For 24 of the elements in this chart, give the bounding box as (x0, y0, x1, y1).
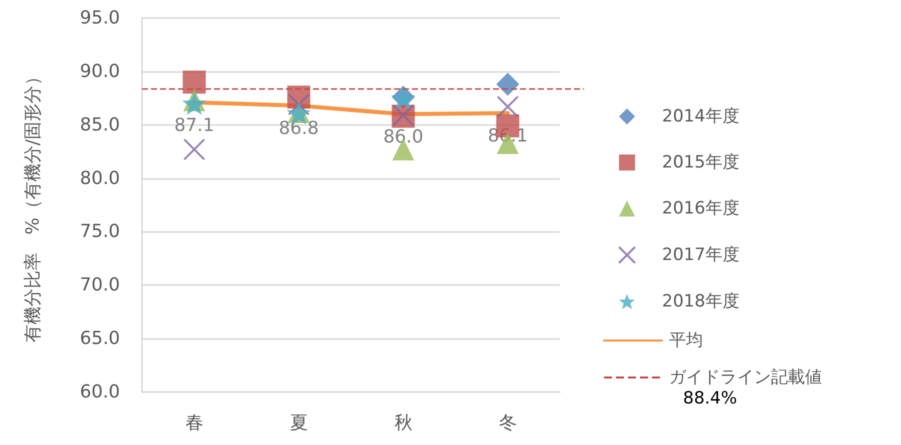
legend-label: 2018年度 (662, 292, 740, 312)
legend-label: 平均 (669, 330, 703, 350)
x-tick-label: 春 (185, 412, 204, 434)
x-tick-label: 秋 (394, 412, 412, 434)
y-tick-label: 95.0 (80, 8, 120, 28)
data-label: 87.1 (174, 114, 214, 136)
legend-label: ガイドライン記載値 (669, 368, 822, 388)
legend-label: 2016年度 (662, 198, 740, 218)
x-tick-label: 夏 (290, 412, 308, 434)
y-tick-label: 60.0 (80, 382, 120, 402)
y-tick-label: 90.0 (80, 60, 120, 82)
legend-label: 2017年度 (662, 245, 740, 265)
x-tick-label: 冬 (498, 412, 517, 434)
legend-label: 2015年度 (662, 152, 740, 172)
data-label: 86.0 (383, 126, 424, 148)
y-tick-label: 70.0 (80, 274, 120, 296)
y-tick-label: 65.0 (80, 328, 120, 350)
text: 88.4% (683, 388, 738, 408)
y-axis-title: 有機分比率 %（有機分/固形分） (22, 67, 44, 343)
data-label: 86.8 (278, 118, 319, 140)
y-tick-label: 80.0 (80, 168, 120, 189)
legend-label: 2014年度 (662, 106, 740, 126)
y-tick-label: 85.0 (80, 114, 120, 136)
y-tick-label: 75.0 (80, 221, 120, 242)
